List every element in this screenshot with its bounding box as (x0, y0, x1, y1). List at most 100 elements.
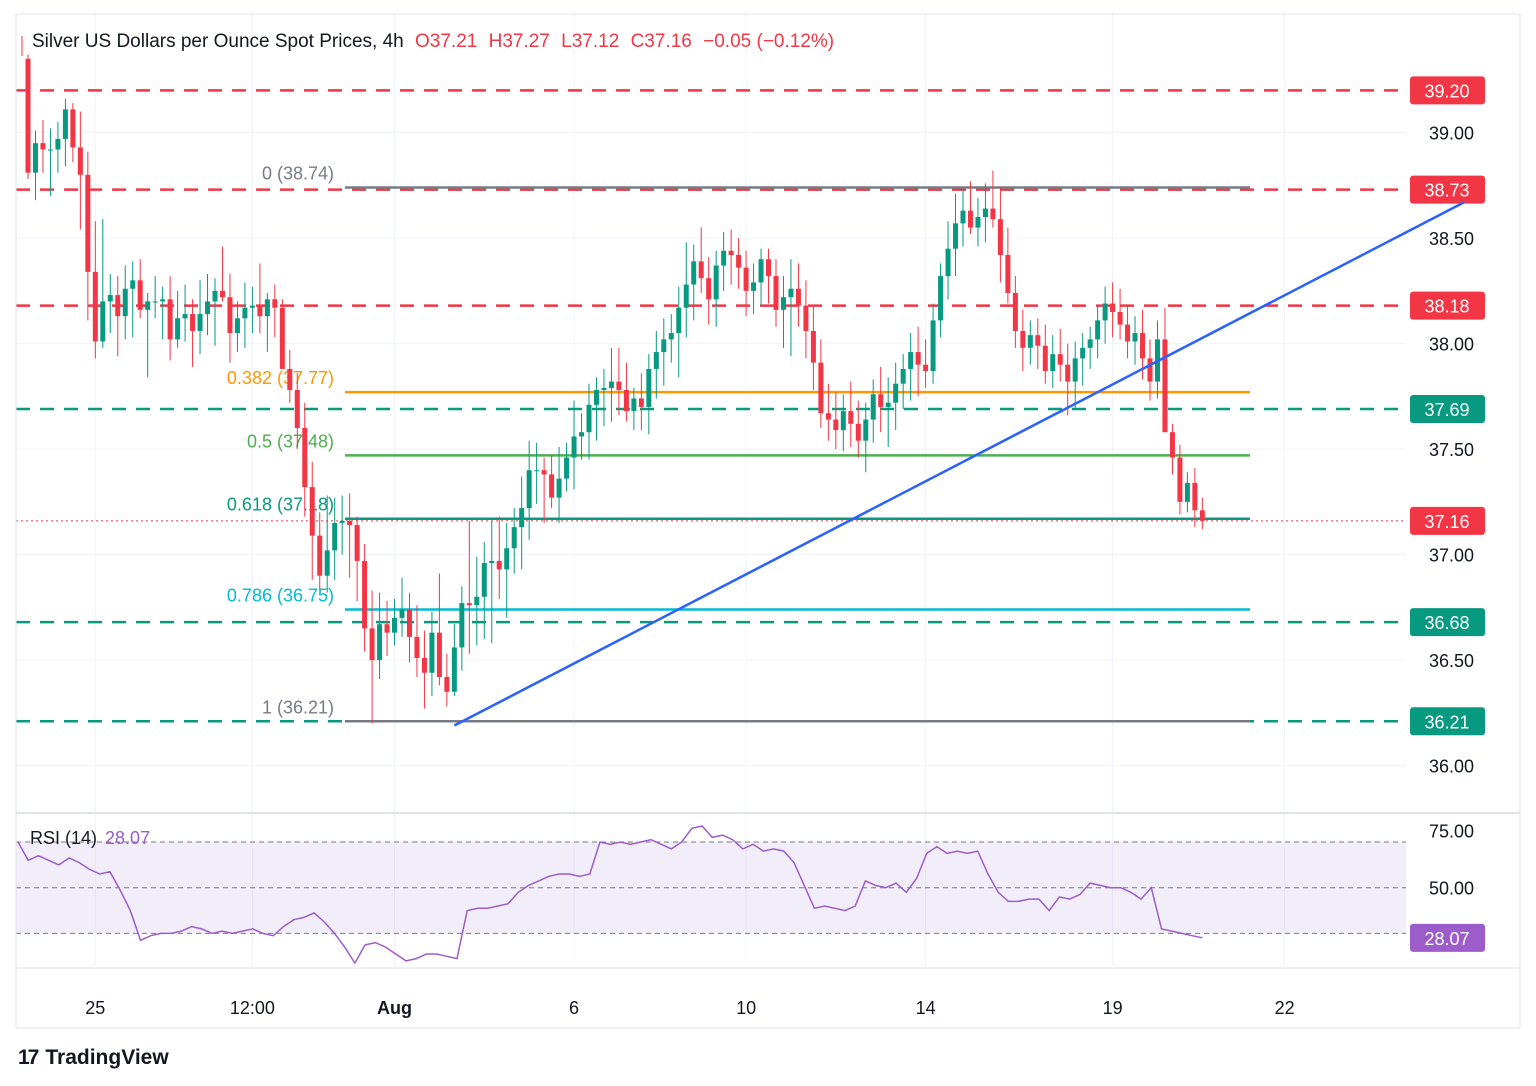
candle[interactable] (810, 305, 816, 391)
candle[interactable] (848, 381, 854, 447)
candle[interactable] (324, 495, 330, 593)
candle[interactable] (511, 508, 517, 574)
candle[interactable] (466, 520, 472, 654)
candle[interactable] (219, 246, 225, 302)
candle[interactable] (631, 387, 637, 431)
candle[interactable] (152, 276, 158, 319)
candle[interactable] (773, 259, 779, 327)
candle[interactable] (25, 54, 31, 180)
candle[interactable] (309, 461, 315, 580)
candle[interactable] (369, 590, 375, 724)
candle[interactable] (197, 280, 203, 355)
candle[interactable] (40, 119, 46, 173)
candle[interactable] (62, 98, 68, 167)
candle[interactable] (870, 379, 876, 443)
candle[interactable] (638, 373, 644, 431)
candle[interactable] (601, 368, 607, 426)
candle[interactable] (257, 263, 263, 334)
candle[interactable] (406, 592, 412, 663)
candle[interactable] (489, 520, 495, 644)
candle[interactable] (347, 493, 353, 578)
candle[interactable] (975, 198, 981, 247)
candle[interactable] (997, 187, 1003, 283)
trendline-segment[interactable] (453, 201, 1465, 727)
candle[interactable] (758, 248, 764, 306)
candle[interactable] (107, 273, 113, 334)
candle[interactable] (317, 512, 323, 591)
candle[interactable] (1125, 305, 1131, 359)
candle[interactable] (534, 442, 540, 504)
candle[interactable] (900, 354, 906, 410)
candle[interactable] (399, 577, 405, 637)
candle[interactable] (818, 339, 824, 428)
candle[interactable] (840, 394, 846, 452)
candle[interactable] (1080, 333, 1086, 386)
candle[interactable] (945, 221, 951, 300)
candle[interactable] (1020, 309, 1026, 372)
candle[interactable] (429, 611, 435, 696)
candle[interactable] (85, 151, 91, 321)
candle[interactable] (130, 261, 136, 338)
candle[interactable] (234, 301, 240, 353)
candle[interactable] (100, 219, 106, 348)
candle[interactable] (115, 276, 121, 357)
candle[interactable] (384, 601, 390, 656)
candle[interactable] (1110, 282, 1116, 338)
candle[interactable] (960, 189, 966, 247)
candle[interactable] (1050, 335, 1056, 388)
candle[interactable] (212, 278, 218, 346)
candle[interactable] (167, 276, 173, 361)
candle[interactable] (1057, 328, 1063, 382)
candle[interactable] (205, 273, 211, 336)
candle[interactable] (1177, 444, 1183, 515)
tradingview-logo[interactable]: 17 TradingView (18, 1046, 169, 1070)
candle[interactable] (728, 229, 734, 285)
candle[interactable] (481, 541, 487, 639)
candle[interactable] (436, 573, 442, 686)
candle[interactable] (915, 326, 921, 397)
candle[interactable] (279, 299, 285, 369)
candle[interactable] (586, 383, 592, 460)
candle[interactable] (736, 238, 742, 289)
candle[interactable] (362, 544, 368, 652)
candle[interactable] (990, 170, 996, 228)
candle[interactable] (287, 349, 293, 403)
candle[interactable] (519, 476, 525, 570)
candle[interactable] (803, 280, 809, 359)
candle[interactable] (496, 516, 502, 599)
candle[interactable] (982, 183, 988, 243)
candle[interactable] (242, 282, 248, 348)
candle[interactable] (564, 442, 570, 492)
candle[interactable] (1199, 497, 1205, 530)
candle[interactable] (1087, 326, 1093, 369)
candle[interactable] (616, 347, 622, 416)
candle[interactable] (294, 373, 300, 450)
candle[interactable] (451, 624, 457, 696)
candle[interactable] (683, 242, 689, 338)
candle[interactable] (780, 276, 786, 348)
candle[interactable] (930, 303, 936, 384)
candle[interactable] (175, 290, 181, 348)
candle[interactable] (526, 440, 532, 540)
candle[interactable] (190, 299, 196, 367)
candle[interactable] (32, 130, 38, 201)
candle[interactable] (653, 330, 659, 399)
candle[interactable] (893, 362, 899, 431)
candle[interactable] (1147, 339, 1153, 401)
candle[interactable] (751, 263, 757, 315)
candle[interactable] (571, 400, 577, 490)
candle[interactable] (706, 257, 712, 325)
candle[interactable] (623, 362, 629, 422)
candle[interactable] (698, 227, 704, 293)
candle[interactable] (541, 457, 547, 523)
candle[interactable] (122, 265, 128, 340)
candle[interactable] (1027, 320, 1033, 365)
candle[interactable] (1012, 276, 1018, 348)
candle[interactable] (504, 522, 510, 618)
candle[interactable] (743, 250, 749, 317)
candle[interactable] (1095, 305, 1101, 359)
candle[interactable] (1162, 307, 1168, 433)
candle[interactable] (1072, 341, 1078, 410)
candle[interactable] (421, 630, 427, 709)
candle[interactable] (182, 284, 188, 342)
